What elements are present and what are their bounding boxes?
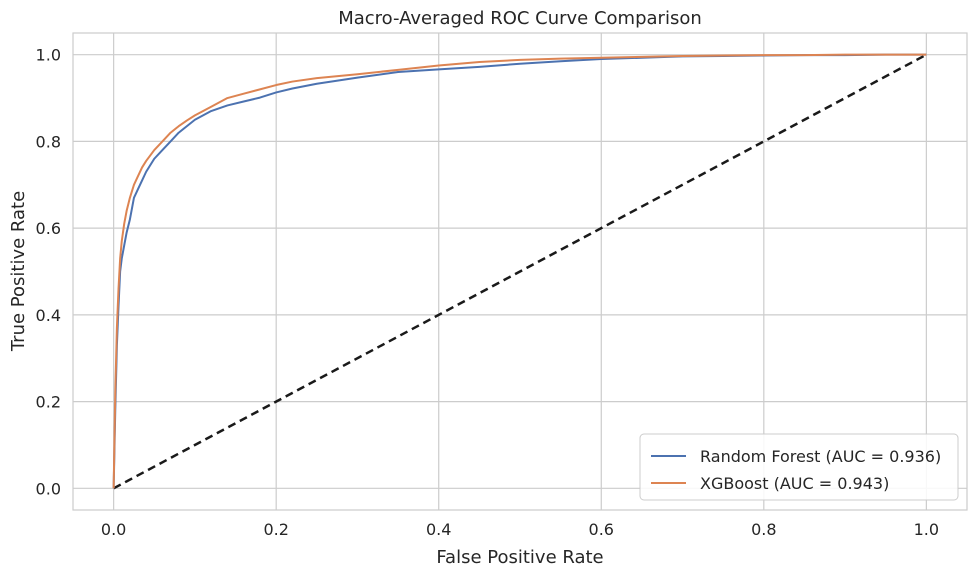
- series-lines: [112, 53, 927, 490]
- x-tick-labels: 0.0 0.2 0.4 0.6 0.8 1.0: [101, 520, 939, 539]
- legend-box: [639, 433, 959, 501]
- x-tick-label: 0.8: [751, 520, 776, 539]
- chart-title: Macro-Averaged ROC Curve Comparison: [338, 8, 702, 29]
- legend-label-xgboost: XGBoost (AUC = 0.943): [700, 474, 889, 493]
- plot-frame: [72, 32, 968, 511]
- x-tick-label: 0.2: [263, 520, 288, 539]
- y-axis-label: True Positive Rate: [8, 191, 29, 352]
- grid: [73, 33, 967, 510]
- y-tick-label: 0.6: [36, 219, 61, 238]
- y-tick-label: 0.2: [36, 393, 61, 412]
- y-tick-label: 0.8: [36, 132, 61, 151]
- y-tick-label: 1.0: [36, 46, 61, 65]
- y-tick-label: 0.0: [36, 479, 61, 498]
- chance-diagonal-line: [113, 53, 927, 490]
- x-tick-label: 0.6: [589, 520, 614, 539]
- legend: Random Forest (AUC = 0.936) XGBoost (AUC…: [639, 433, 959, 501]
- x-tick-label: 1.0: [914, 520, 939, 539]
- y-tick-labels: 0.0 0.2 0.4 0.6 0.8 1.0: [36, 46, 61, 499]
- x-axis-label: False Positive Rate: [436, 547, 603, 568]
- y-tick-label: 0.4: [36, 306, 61, 325]
- xgboost-roc-line: [112, 53, 927, 489]
- legend-label-random-forest: Random Forest (AUC = 0.936): [700, 447, 941, 466]
- x-tick-label: 0.4: [426, 520, 451, 539]
- x-tick-label: 0.0: [101, 520, 126, 539]
